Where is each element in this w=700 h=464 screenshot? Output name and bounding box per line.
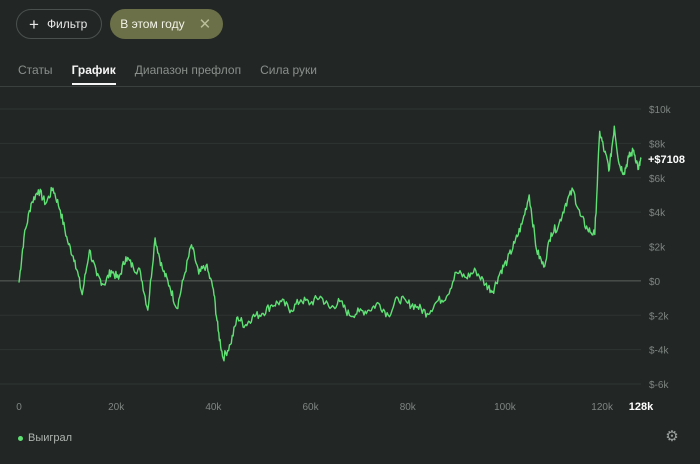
x-tick-label: 20k: [108, 402, 125, 413]
y-tick-label: $8k: [649, 139, 666, 150]
y-tick-label: $-6k: [649, 380, 669, 391]
x-tick-label: 0: [16, 402, 22, 413]
x-tick-label: 80k: [400, 402, 417, 413]
tab-graph[interactable]: График: [71, 63, 116, 85]
x-tick-label: 100k: [494, 402, 517, 413]
y-tick-label: $4k: [649, 208, 666, 219]
close-icon[interactable]: ✕: [198, 15, 212, 33]
x-end-label: 128k: [629, 401, 654, 413]
chart-legend: Выиграл: [18, 432, 72, 444]
current-value-label: +$7108: [648, 154, 685, 166]
filter-toolbar: + Фильтр В этом году ✕: [16, 9, 224, 39]
x-tick-label: 60k: [303, 402, 320, 413]
plus-icon: +: [29, 14, 39, 34]
y-tick-label: $10k: [649, 105, 672, 116]
winnings-chart: $10k $8k $6k $4k $2k $0 $-2k $-4k $-6k 0 20k 40k 60k…: [0, 105, 685, 413]
y-tick-label: $2k: [649, 243, 666, 254]
y-tick-label: $-2k: [649, 311, 669, 322]
gear-icon[interactable]: ⚙: [665, 428, 679, 445]
year-filter-label: В этом году: [120, 17, 185, 31]
add-filter-button[interactable]: + Фильтр: [16, 9, 103, 39]
tab-bar: Статы График Диапазон префлоп Сила руки: [18, 63, 336, 85]
legend-dot-icon: [18, 435, 23, 441]
add-filter-label: Фильтр: [46, 17, 88, 31]
series-line: [18, 125, 642, 362]
y-tick-label: $6k: [649, 174, 666, 185]
tab-divider: [0, 86, 700, 87]
tab-preflop-range[interactable]: Диапазон префлоп: [134, 63, 242, 77]
legend-label: Выиграл: [28, 432, 73, 444]
x-tick-label: 40k: [205, 402, 222, 413]
tab-hand-strength[interactable]: Сила руки: [260, 63, 317, 77]
tab-stats[interactable]: Статы: [18, 63, 53, 77]
y-tick-label: $-4k: [649, 346, 669, 357]
year-filter-chip[interactable]: В этом году ✕: [110, 9, 224, 39]
x-tick-label: 120k: [591, 402, 614, 413]
y-tick-label: $0: [649, 277, 661, 288]
